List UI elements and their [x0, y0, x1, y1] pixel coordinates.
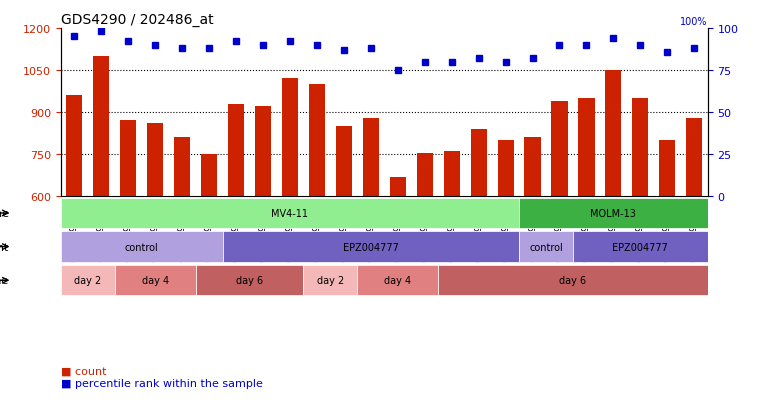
Text: day 4: day 4	[142, 275, 169, 285]
Bar	[605, 71, 622, 197]
FancyBboxPatch shape	[304, 266, 358, 296]
Bar	[147, 124, 164, 197]
Bar	[93, 57, 110, 197]
Text: day 4: day 4	[384, 275, 412, 285]
Bar	[417, 153, 433, 197]
Bar	[336, 127, 352, 197]
Text: ■ percentile rank within the sample: ■ percentile rank within the sample	[61, 378, 263, 388]
Bar	[174, 138, 190, 197]
FancyBboxPatch shape	[438, 266, 708, 296]
Bar	[255, 107, 271, 197]
Text: control: control	[125, 242, 158, 252]
Bar	[66, 96, 82, 197]
Text: 100%: 100%	[680, 17, 708, 27]
FancyBboxPatch shape	[196, 266, 304, 296]
Bar	[363, 119, 379, 197]
FancyBboxPatch shape	[519, 198, 708, 228]
Bar	[201, 155, 217, 197]
Bar	[498, 141, 514, 197]
Text: agent: agent	[0, 242, 9, 252]
Text: day 2: day 2	[317, 275, 344, 285]
Bar	[444, 152, 460, 197]
FancyBboxPatch shape	[573, 232, 708, 262]
Text: MOLM-13: MOLM-13	[591, 209, 636, 218]
FancyBboxPatch shape	[61, 198, 519, 228]
Bar	[632, 99, 648, 197]
Text: time: time	[0, 275, 9, 285]
Bar	[120, 121, 136, 197]
FancyBboxPatch shape	[222, 232, 519, 262]
Bar	[659, 141, 676, 197]
Text: MV4-11: MV4-11	[272, 209, 308, 218]
Bar	[309, 85, 325, 197]
FancyBboxPatch shape	[61, 266, 115, 296]
FancyBboxPatch shape	[115, 266, 196, 296]
Text: EPZ004777: EPZ004777	[613, 242, 668, 252]
FancyBboxPatch shape	[519, 232, 573, 262]
Text: GDS4290 / 202486_at: GDS4290 / 202486_at	[61, 12, 214, 26]
Bar	[578, 99, 594, 197]
Bar	[390, 177, 406, 197]
Text: day 6: day 6	[236, 275, 263, 285]
Text: day 6: day 6	[559, 275, 587, 285]
Bar	[524, 138, 540, 197]
FancyBboxPatch shape	[61, 232, 222, 262]
Bar	[686, 119, 702, 197]
Text: EPZ004777: EPZ004777	[343, 242, 399, 252]
Text: day 2: day 2	[75, 275, 101, 285]
Text: cell line: cell line	[0, 209, 9, 218]
Bar	[552, 102, 568, 197]
Bar	[470, 130, 487, 197]
Text: control: control	[529, 242, 563, 252]
Bar	[228, 104, 244, 197]
Text: ■ count: ■ count	[61, 366, 107, 376]
Bar	[282, 79, 298, 197]
FancyBboxPatch shape	[358, 266, 438, 296]
